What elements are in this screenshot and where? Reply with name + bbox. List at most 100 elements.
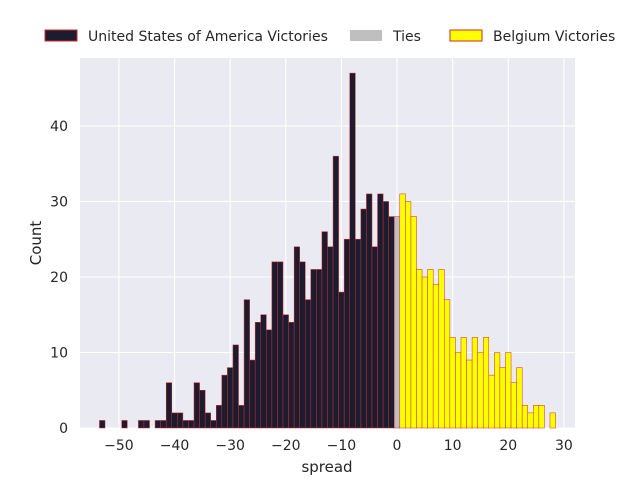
y-tick-label: 40 (50, 119, 68, 135)
belgium-bar (432, 284, 439, 429)
usa-bar (293, 246, 300, 429)
legend-label: United States of America Victories (88, 29, 328, 45)
usa-bar (321, 231, 328, 429)
belgium-bar (527, 412, 534, 429)
belgium-bar (549, 412, 556, 429)
usa-bar (327, 246, 334, 429)
x-tick-label: −10 (327, 438, 357, 454)
usa-bar (288, 322, 295, 429)
usa-bar (249, 359, 256, 429)
belgium-bar (421, 276, 428, 429)
belgium-bar (521, 405, 528, 429)
belgium-bar (471, 337, 478, 429)
usa-bar (299, 261, 306, 429)
usa-bar (349, 72, 356, 429)
usa-bar (260, 314, 267, 429)
usa-bar (232, 344, 239, 429)
usa-bar (193, 382, 200, 429)
usa-bar (154, 420, 161, 429)
usa-bar (254, 322, 262, 429)
ties-bar (393, 216, 401, 429)
usa-bar (316, 269, 323, 429)
belgium-bar (505, 352, 512, 429)
y-tick-label: 30 (50, 194, 68, 210)
usa-bar (221, 374, 228, 429)
belgium-bar (449, 337, 456, 429)
x-tick-label: 0 (393, 438, 402, 454)
belgium-bar (494, 352, 501, 429)
usa-bar (310, 269, 317, 429)
belgium-bar (399, 193, 406, 429)
usa-bar (371, 246, 378, 429)
usa-bar (227, 367, 234, 429)
usa-bar (138, 420, 145, 429)
y-tick-label: 0 (59, 421, 68, 437)
legend-label: Belgium Victories (493, 29, 615, 45)
usa-bar (216, 405, 223, 429)
y-tick-label: 20 (50, 270, 68, 286)
usa-bar (165, 382, 173, 429)
usa-bar (343, 238, 350, 429)
legend-swatch-belgium (449, 29, 483, 42)
legend: United States of America Victories Ties Be… (44, 29, 615, 45)
usa-bar (271, 261, 278, 429)
belgium-bar (499, 367, 506, 429)
belgium-bar (516, 367, 523, 429)
usa-bar (366, 193, 373, 429)
usa-bar (243, 299, 250, 429)
usa-bar (210, 420, 217, 429)
usa-bar (355, 238, 362, 429)
x-tick-label: −20 (271, 438, 301, 454)
legend-swatch-ties (350, 30, 382, 41)
usa-bar (121, 420, 128, 429)
usa-bar (204, 412, 211, 429)
usa-bar (305, 299, 312, 429)
belgium-bar (416, 269, 423, 429)
belgium-bar (460, 337, 467, 429)
belgium-bar (427, 269, 434, 429)
legend-label: Ties (392, 29, 421, 45)
histogram-bars (99, 72, 556, 429)
belgium-bar (410, 216, 417, 429)
usa-bar (277, 261, 284, 429)
usa-bar (171, 412, 178, 429)
belgium-bar (466, 359, 473, 429)
usa-bar (160, 420, 167, 429)
usa-bar (177, 412, 184, 429)
usa-bar (388, 216, 395, 429)
usa-bar (382, 201, 389, 429)
usa-bar (99, 420, 106, 429)
x-tick-label: 30 (555, 438, 573, 454)
usa-bar (266, 329, 273, 429)
y-tick-labels: 0 10 20 30 40 (50, 119, 68, 437)
y-axis-label: Count (27, 221, 45, 266)
usa-bar (238, 405, 245, 429)
x-axis-label: spread (301, 458, 352, 476)
legend-swatch-usa (44, 29, 78, 42)
usa-bar (188, 420, 195, 429)
x-tick-label: 20 (499, 438, 517, 454)
usa-bar (377, 193, 384, 429)
belgium-bar (533, 405, 540, 429)
usa-bar (282, 314, 289, 429)
usa-bar (360, 208, 367, 429)
x-tick-label: −40 (160, 438, 190, 454)
usa-bar (143, 420, 150, 429)
belgium-bar (455, 352, 462, 429)
belgium-bar (405, 201, 412, 429)
usa-bar (338, 291, 345, 429)
belgium-bar (477, 352, 484, 429)
y-tick-label: 10 (50, 345, 68, 361)
usa-bar (332, 155, 339, 429)
x-tick-labels: −50 −40 −30 −20 −10 0 10 20 30 (104, 438, 573, 454)
x-tick-label: 10 (444, 438, 462, 454)
usa-bar (182, 420, 189, 429)
belgium-bar (438, 269, 445, 429)
belgium-bar (482, 337, 490, 429)
belgium-bar (488, 374, 495, 429)
usa-bar (199, 389, 206, 429)
belgium-bar (538, 405, 545, 429)
x-tick-label: −30 (215, 438, 245, 454)
x-tick-label: −50 (104, 438, 134, 454)
